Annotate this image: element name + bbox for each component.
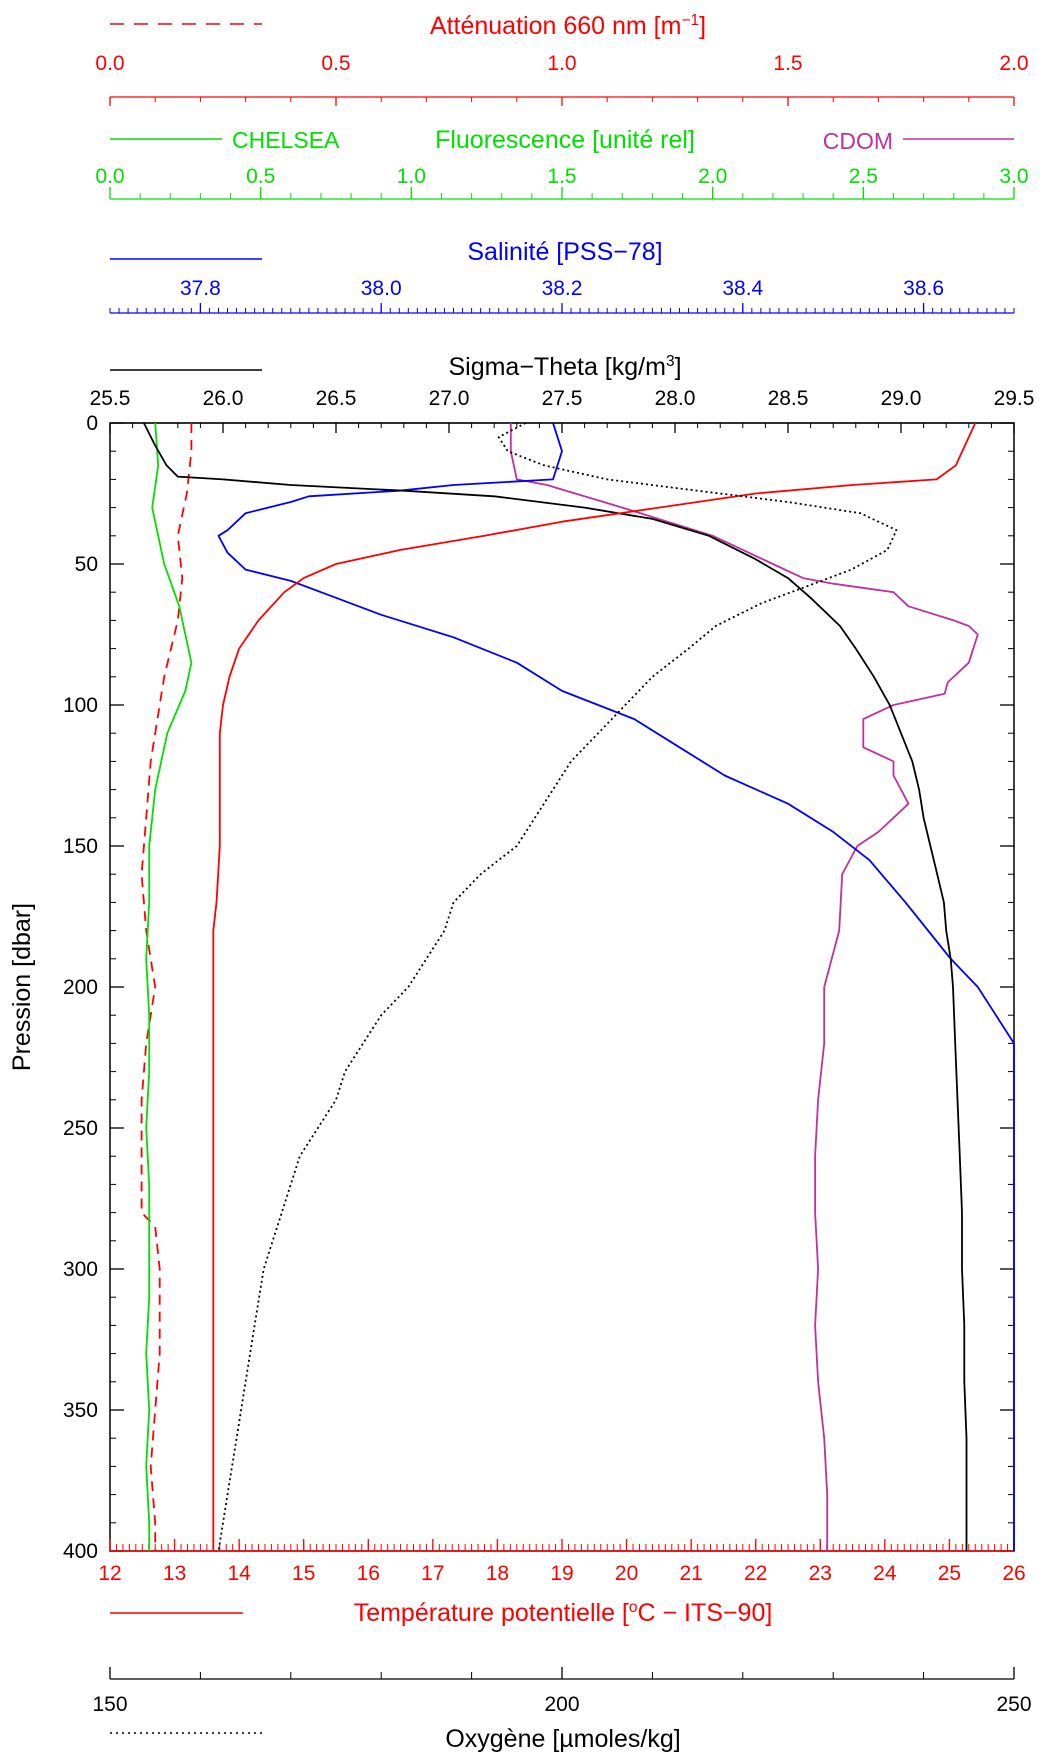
attenuation-tick-label: 1.5 (773, 52, 802, 75)
attenuation-axis-title: Atténuation 660 nm [m−1] (430, 12, 706, 40)
oxygen-axis-title: Oxygène [µmoles/kg] (445, 1725, 680, 1753)
temperature-tick-label: 25 (938, 1562, 961, 1585)
temperature-tick-label: 16 (357, 1562, 380, 1585)
oxygen-tick-label: 250 (996, 1693, 1031, 1716)
oxygen-tick-label: 150 (92, 1693, 127, 1716)
sigma_theta-tick-label: 28.5 (768, 387, 809, 410)
temperature-tick-label: 24 (873, 1562, 897, 1585)
salinity-tick-label: 38.2 (542, 277, 583, 300)
pressure-tick-label: 300 (63, 1258, 98, 1281)
salinity-tick-label: 37.8 (180, 277, 221, 300)
temperature-tick-label: 26 (1002, 1562, 1025, 1585)
plot-frame (109, 422, 1015, 1552)
temperature-tick-label: 17 (421, 1562, 444, 1585)
pressure-tick-label: 50 (75, 553, 98, 576)
sigma_theta-tick-label: 29.0 (881, 387, 922, 410)
fluorescence-tick-label: 3.0 (999, 165, 1028, 188)
sigma_theta-tick-label: 27.5 (542, 387, 583, 410)
pressure-tick-label: 350 (63, 1399, 98, 1422)
fluorescence-axis-title: Fluorescence [unité rel] (435, 126, 695, 154)
fluorescence-tick-label: 1.0 (397, 165, 426, 188)
attenuation-tick-label: 0.5 (321, 52, 350, 75)
pressure-tick-label: 200 (63, 976, 98, 999)
fluorescence-tick-label: 0.5 (246, 165, 275, 188)
sigma_theta-tick-label: 25.5 (90, 387, 131, 410)
temperature-tick-label: 13 (163, 1562, 186, 1585)
fluorescence-tick-label: 2.5 (849, 165, 878, 188)
temperature-tick-label: 14 (227, 1562, 251, 1585)
series-salinity-3 (217, 422, 1015, 1551)
oxygen-tick-label: 200 (544, 1693, 579, 1716)
temperature-tick-label: 21 (679, 1562, 702, 1585)
attenuation-tick-label: 1.0 (547, 52, 576, 75)
sigma_theta-tick-label: 29.5 (994, 387, 1035, 410)
temperature-tick-label: 20 (615, 1562, 638, 1585)
temperature-tick-label: 18 (486, 1562, 509, 1585)
sigma_theta-tick-label: 26.5 (316, 387, 357, 410)
temperature-tick-label: 23 (809, 1562, 832, 1585)
attenuation-tick-label: 2.0 (999, 52, 1028, 75)
sigma_theta-tick-label: 28.0 (655, 387, 696, 410)
pressure-tick-label: 250 (63, 1117, 98, 1140)
pressure-tick-label: 0 (86, 412, 98, 435)
series-fluorescence-2 (509, 423, 979, 1551)
temperature-tick-label: 19 (550, 1562, 573, 1585)
series-sigma_theta-4 (143, 422, 968, 1551)
pressure-tick-label: 150 (63, 835, 98, 858)
temperature-axis-title: Température potentielle [oC − ITS−90] (354, 1599, 773, 1627)
temperature-tick-label: 15 (292, 1562, 315, 1585)
sigma_theta-tick-label: 26.0 (203, 387, 244, 410)
temperature-tick-label: 12 (98, 1562, 121, 1585)
series-temperature-5 (212, 422, 977, 1551)
fluorescence-tick-label: 1.5 (547, 165, 576, 188)
fluorescence-tick-label: 2.0 (698, 165, 727, 188)
pressure-axis-title: Pression [dbar] (8, 903, 36, 1071)
chelsea-legend-label: CHELSEA (232, 127, 340, 153)
pressure-tick-label: 100 (63, 694, 98, 717)
fluorescence-tick-label: 0.0 (95, 165, 124, 188)
salinity-axis-title: Salinité [PSS−78] (467, 238, 662, 266)
cdom-legend-label: CDOM (823, 128, 893, 154)
series-fluorescence-1 (145, 422, 193, 1551)
salinity-tick-label: 38.6 (903, 277, 944, 300)
attenuation-tick-label: 0.0 (95, 52, 124, 75)
salinity-tick-label: 38.0 (361, 277, 402, 300)
series-attenuation-0 (140, 423, 193, 1551)
pressure-tick-label: 400 (63, 1540, 98, 1563)
temperature-tick-label: 22 (744, 1562, 767, 1585)
salinity-tick-label: 38.4 (722, 277, 763, 300)
sigma_theta-tick-label: 27.0 (429, 387, 470, 410)
sigma-theta-axis-title: Sigma−Theta [kg/m3] (448, 353, 681, 381)
